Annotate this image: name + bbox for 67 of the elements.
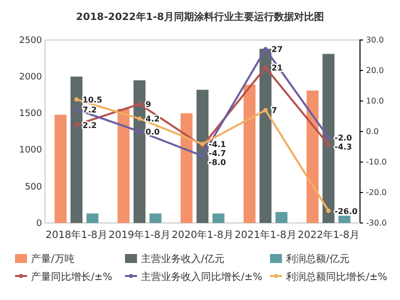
chart-title: 2018-2022年1-8月同期涂料行业主要运行数据对比图 (76, 11, 324, 23)
point (74, 107, 79, 112)
legend-label: 产量同比增长/±% (31, 271, 112, 283)
bar (322, 54, 334, 223)
y2-tick-label: 10.0 (366, 96, 384, 106)
x-tick-label: 2019年1-8月 (108, 229, 170, 242)
point (263, 65, 268, 70)
bar (306, 90, 319, 223)
y2-tick-label: -20.0 (366, 188, 387, 198)
data-label: -4.1 (208, 140, 226, 150)
point (74, 97, 79, 102)
point (326, 142, 331, 147)
legend-label: 主营业务收入同比增长/±% (141, 271, 262, 283)
bar (180, 113, 193, 223)
data-label: 7 (272, 106, 278, 116)
data-label: 2.2 (82, 120, 97, 130)
point (263, 108, 268, 112)
bar (244, 84, 256, 223)
legend-label: 产量/万吨 (31, 253, 74, 265)
x-tick-label: 2018年1-8月 (46, 229, 108, 242)
point (137, 129, 142, 134)
data-label: 9 (146, 100, 152, 110)
data-label: 27 (272, 45, 283, 54)
data-label: -26.0 (334, 206, 358, 216)
legend-label: 利润总额/亿元 (286, 253, 350, 265)
y2-tick-label: 30.0 (366, 36, 384, 45)
x-tick-label: 2020年1-8月 (172, 229, 234, 242)
y-tick-label: 2000 (19, 72, 42, 82)
legend-label: 主营业务收入/亿元 (141, 253, 224, 265)
bar (118, 108, 130, 223)
data-label: -4.3 (334, 142, 352, 152)
y-tick-label: 1500 (19, 109, 42, 120)
data-label: -8.0 (208, 158, 226, 168)
bar (260, 48, 272, 223)
data-label: 7.2 (82, 106, 97, 115)
data-label: 4.2 (146, 114, 160, 124)
bar (134, 80, 146, 223)
y2-tick-label: 20.0 (366, 66, 384, 76)
bar (149, 213, 162, 223)
bar (70, 76, 82, 223)
y2-tick-label: -30.0 (366, 218, 387, 228)
bar (212, 213, 224, 223)
point (326, 208, 331, 213)
y2-tick-label: 0.0 (366, 127, 379, 136)
x-tick-label: 2021年1-8月 (234, 229, 296, 242)
y2-tick-label: -10.0 (366, 158, 387, 167)
x-tick-label: 2022年1-8月 (298, 229, 360, 242)
point (137, 102, 142, 106)
bar (275, 212, 288, 223)
data-label: 10.5 (82, 95, 103, 104)
data-label: -2.0 (334, 134, 352, 143)
bar (54, 114, 67, 223)
y-tick-label: 2500 (19, 36, 42, 46)
y-tick-label: 500 (24, 182, 42, 192)
point (200, 154, 205, 158)
y-tick-label: 0 (36, 218, 42, 229)
bar (86, 213, 98, 223)
bar (338, 216, 350, 223)
point (263, 46, 268, 52)
point (74, 122, 79, 127)
point (137, 116, 142, 121)
data-label: 0.0 (146, 128, 160, 136)
y-tick-label: 1000 (19, 146, 42, 156)
point (326, 135, 331, 140)
bar (196, 90, 208, 223)
legend-label: 利润总额同比增长/±% (286, 271, 388, 283)
data-label: -4.7 (208, 149, 226, 158)
